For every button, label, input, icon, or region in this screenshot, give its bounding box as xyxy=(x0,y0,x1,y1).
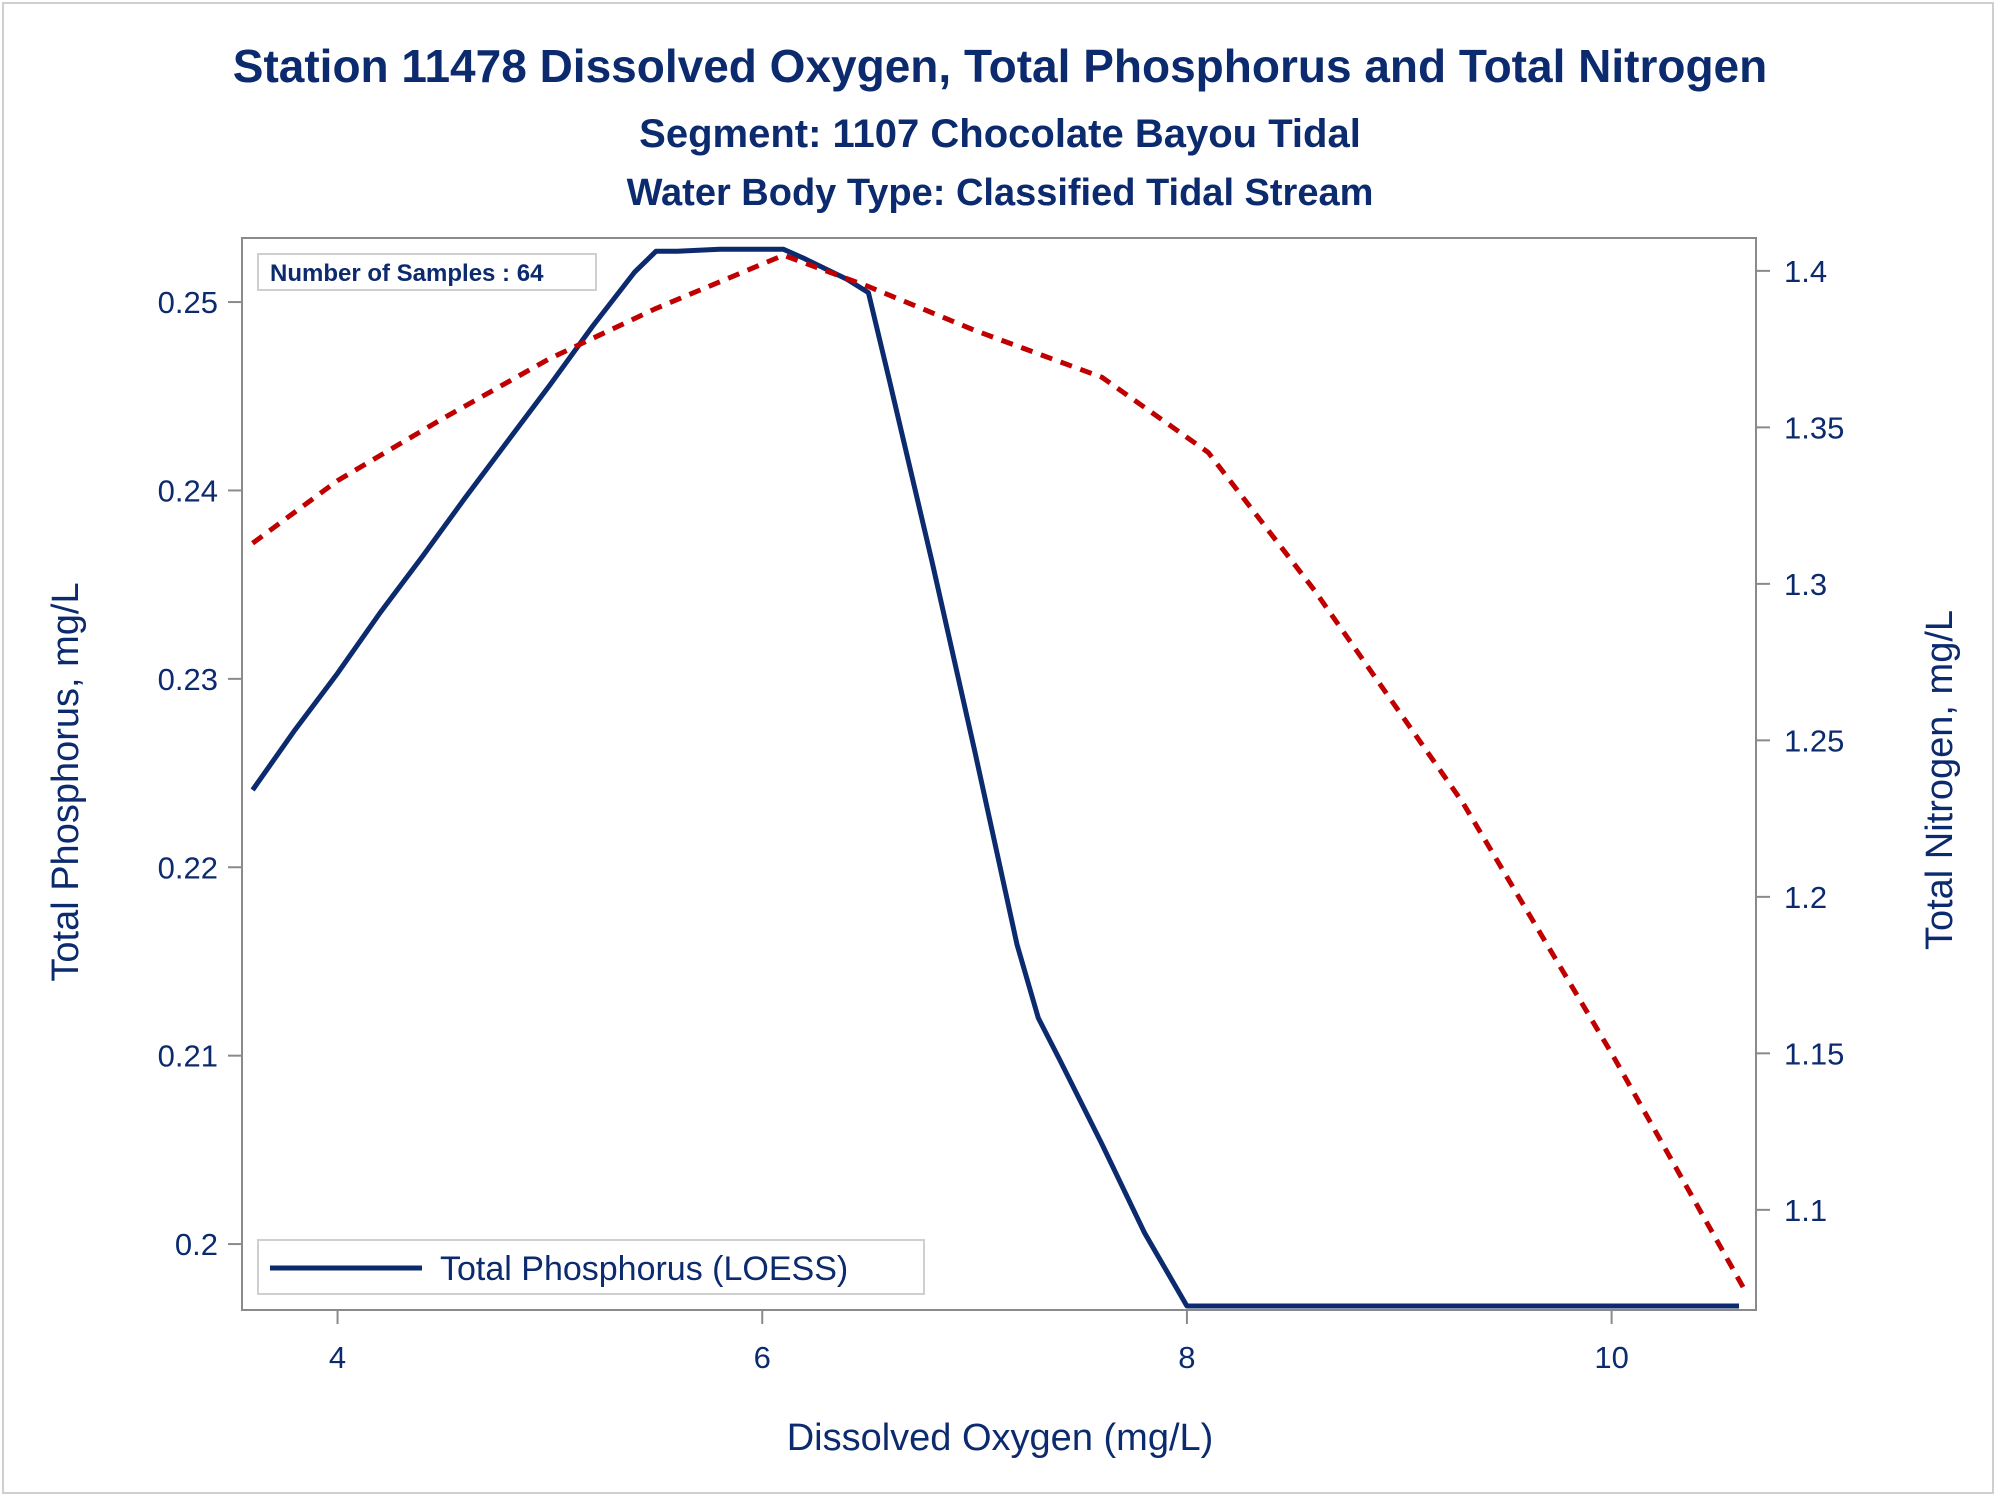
y2-tick-label: 1.2 xyxy=(1784,880,1827,915)
series-line-total-phosphorus xyxy=(250,246,1739,1309)
y2-tick-label: 1.25 xyxy=(1784,723,1844,758)
y-tick-label: 0.22 xyxy=(158,850,218,885)
y-tick-label: 0.23 xyxy=(158,662,218,697)
x-tick-label: 10 xyxy=(1594,1340,1628,1375)
plot-area: 0.2 0.21 0.22 0.23 0.24 0.25 1.1 1.15 1.2 1.25 1.3… xyxy=(158,237,1844,1375)
y-axis-label: Total Phosphorus, mg/L xyxy=(45,582,87,981)
y2-tick-label: 1.35 xyxy=(1784,410,1844,445)
chart-subtitle-segment: Segment: 1107 Chocolate Bayou Tidal xyxy=(639,112,1361,156)
y-tick-label: 0.24 xyxy=(158,473,218,508)
legend-label: Total Phosphorus (LOESS) xyxy=(440,1250,848,1288)
samples-box xyxy=(257,253,597,291)
plot-border xyxy=(241,237,1757,1311)
y2-tick-label: 1.3 xyxy=(1784,567,1827,602)
y-tick-label: 0.25 xyxy=(158,285,218,320)
x-tick-label: 8 xyxy=(1178,1340,1195,1375)
x-axis-label: Dissolved Oxygen (mg/L) xyxy=(787,1417,1214,1459)
y2-axis-label: Total Nitrogen, mg/L xyxy=(1919,610,1961,950)
series-line-total-nitrogen xyxy=(251,252,1748,1293)
chart-subtitle-waterbody: Water Body Type: Classified Tidal Stream xyxy=(627,172,1374,214)
y2-tick-label: 1.15 xyxy=(1784,1036,1844,1071)
x-tick-label: 4 xyxy=(329,1340,346,1375)
x-tick-label: 6 xyxy=(754,1340,771,1375)
samples-label: Number of Samples : 64 xyxy=(270,260,544,287)
y2-tick-label: 1.1 xyxy=(1784,1193,1827,1228)
y-tick-label: 0.21 xyxy=(158,1039,218,1074)
y-tick-label: 0.2 xyxy=(175,1227,218,1262)
chart-title: Station 11478 Dissolved Oxygen, Total Ph… xyxy=(233,40,1767,92)
y2-tick-label: 1.4 xyxy=(1784,254,1827,289)
